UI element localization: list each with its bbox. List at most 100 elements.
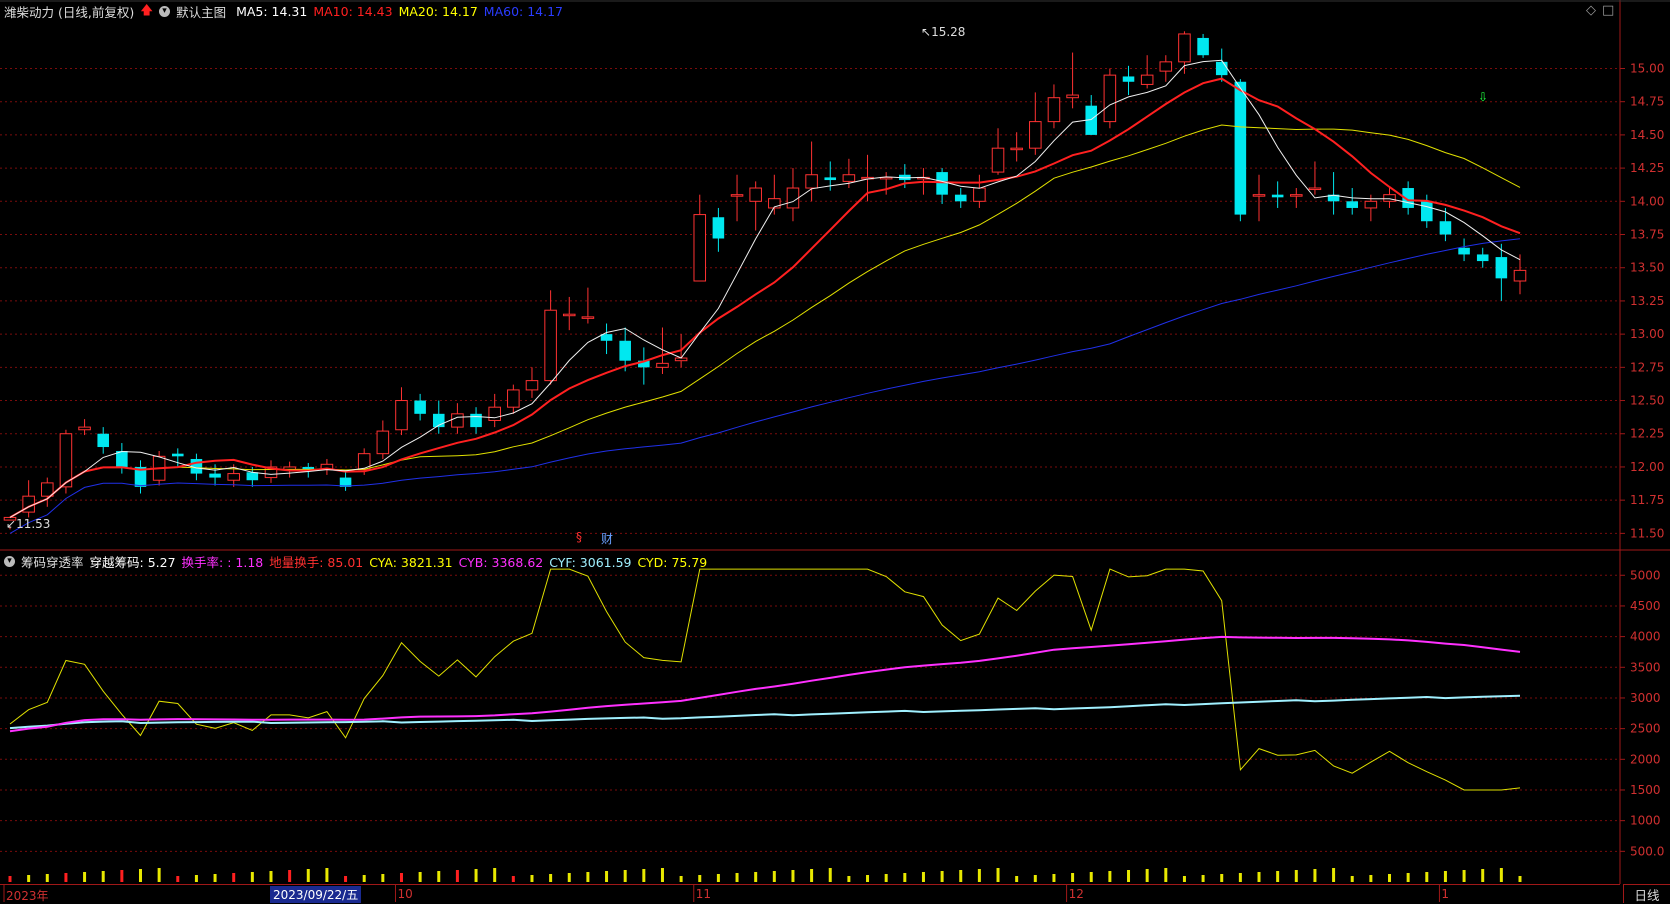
sub-chart-header: ▾ 筹码穿透率 穿越筹码: 5.27 换手率: : 1.18 地量换手: 85.01…	[0, 550, 719, 572]
period-selector[interactable]: 日线	[1623, 884, 1670, 903]
indicator-value-0: 穿越筹码: 5.27	[89, 554, 176, 570]
indicator-tick-label: 2500	[1630, 722, 1661, 736]
price-tick-label: 14.00	[1630, 194, 1664, 208]
turnover-bar	[847, 876, 851, 882]
turnover-bar	[1071, 873, 1075, 882]
candle-body	[1122, 76, 1135, 82]
price-tick-label: 12.00	[1630, 460, 1664, 474]
turnover-bar	[399, 873, 403, 882]
stock-title[interactable]: 潍柴动力 (日线,前复权)	[4, 4, 135, 20]
indicator-name[interactable]: 筹码穿透率	[21, 554, 84, 570]
candle-body	[1495, 257, 1508, 279]
candle-body	[190, 458, 203, 474]
candle-body	[638, 360, 650, 368]
candle-body	[78, 426, 91, 431]
time-axis-label-2: 11	[695, 887, 712, 901]
turnover-bar	[288, 870, 292, 882]
turnover-bar	[921, 872, 925, 882]
turnover-bar	[1033, 875, 1037, 882]
turnover-bar	[1406, 873, 1410, 882]
red-arrow-up-icon[interactable]: 🡅	[140, 1, 154, 17]
candle-body	[209, 473, 221, 478]
turnover-bar	[884, 874, 888, 882]
turnover-bar	[64, 873, 68, 882]
time-axis-label-1: 10	[397, 887, 413, 901]
cyf-line	[9, 694, 1521, 730]
turnover-bar	[1127, 870, 1131, 882]
turnover-bar	[1182, 876, 1186, 882]
candle-body	[246, 472, 259, 481]
finance-marker[interactable]: 财	[601, 532, 614, 546]
ma20-line	[9, 124, 1521, 518]
turnover-bar	[157, 868, 161, 882]
candle-body	[41, 482, 54, 497]
candle-body	[1290, 194, 1303, 197]
turnover-bar	[83, 872, 87, 882]
candle-body	[562, 313, 576, 317]
turnover-bar	[8, 876, 12, 882]
turnover-bar	[1332, 868, 1336, 882]
candle-body	[376, 430, 390, 455]
turnover-bar	[567, 873, 571, 882]
candle-body	[805, 174, 818, 189]
template-name[interactable]: 默认主图	[176, 4, 227, 20]
event-marker-s[interactable]: §	[576, 530, 582, 544]
turnover-bar	[1518, 876, 1522, 882]
turnover-bar	[1052, 874, 1056, 882]
turnover-bar	[977, 869, 981, 882]
candle-body	[973, 187, 986, 202]
turnover-bar	[381, 874, 385, 882]
candle-body	[432, 413, 445, 428]
turnover-bar	[698, 875, 702, 882]
turnover-bar	[511, 876, 515, 882]
candle-body	[1029, 121, 1042, 149]
maximize-icon[interactable]: □	[1602, 3, 1615, 18]
cya-line	[9, 568, 1521, 791]
turnover-bar	[1350, 876, 1354, 882]
turnover-bar	[325, 868, 329, 882]
indicator-tick-label: 1000	[1630, 814, 1661, 828]
candle-body	[1103, 74, 1117, 123]
template-dropdown-icon[interactable]: ▾	[159, 5, 171, 17]
turnover-bar	[959, 870, 963, 882]
turnover-bar	[903, 873, 907, 882]
turnover-bar	[1443, 871, 1447, 882]
candle-body	[116, 451, 128, 467]
turnover-bar	[791, 870, 795, 882]
diamond-icon[interactable]: ◇	[1586, 3, 1596, 18]
candle-body	[749, 187, 762, 202]
main-chart-header: 潍柴动力 (日线,前复权) 🡅 ▾ 默认主图 MA5: 14.31 MA10: 1…	[0, 0, 575, 22]
turnover-bar	[1164, 868, 1168, 882]
turnover-bar	[344, 876, 348, 882]
ma60-line	[9, 238, 1521, 534]
candle-body	[712, 217, 725, 239]
price-tick-label: 14.25	[1630, 161, 1664, 175]
candle-body	[1308, 187, 1322, 191]
time-axis[interactable]: 2023/09/22/五 2023年 10 11 12 1	[0, 884, 1620, 903]
turnover-bar	[1481, 869, 1485, 882]
price-tick-label: 13.00	[1630, 327, 1664, 341]
turnover-bar	[772, 871, 776, 882]
turnover-bar	[996, 868, 1000, 882]
candle-body	[954, 194, 967, 202]
turnover-bar	[605, 871, 609, 882]
turnover-bar	[45, 874, 49, 882]
candle-body	[786, 187, 800, 209]
indicator-dropdown-icon[interactable]: ▾	[4, 555, 15, 567]
turnover-bar	[1462, 870, 1466, 882]
candle-body	[693, 214, 707, 282]
turnover-bar	[1369, 875, 1373, 882]
candle-body	[1346, 201, 1359, 208]
candle-body	[1476, 254, 1489, 262]
candle-body	[842, 174, 856, 182]
turnover-bar	[27, 875, 31, 882]
candle-body	[1197, 37, 1209, 56]
turnover-bar	[455, 870, 459, 882]
candle-body	[824, 177, 837, 181]
candle-body	[1085, 105, 1098, 135]
turnover-bar	[1145, 869, 1149, 882]
turnover-bar	[660, 868, 664, 882]
low-price-marker: ↙11.53	[6, 517, 51, 531]
ma-indicator-1: MA10: 14.43	[313, 3, 393, 19]
